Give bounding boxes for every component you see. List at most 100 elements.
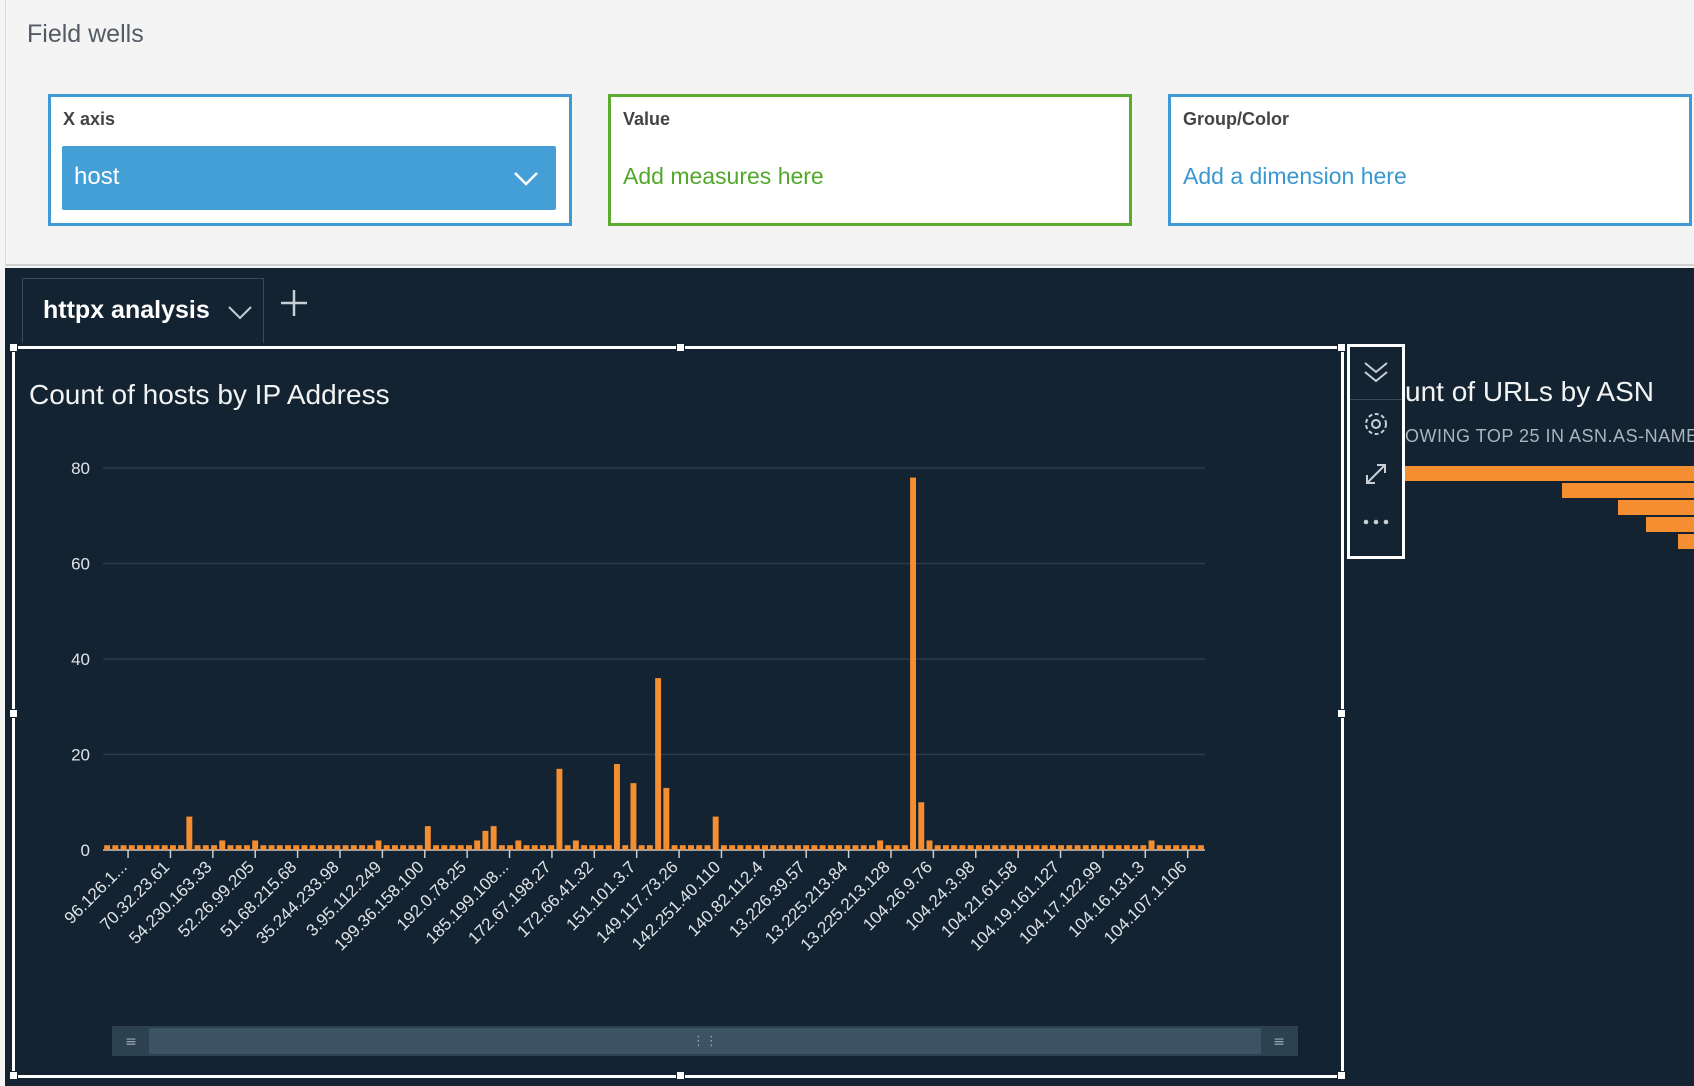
bar[interactable] [490,826,497,851]
resize-handle-top-center[interactable] [676,343,685,352]
bar[interactable] [400,845,407,850]
bar[interactable] [540,845,546,850]
bar[interactable] [367,845,374,850]
bar[interactable] [811,845,818,850]
bar[interactable] [605,845,612,850]
resize-handle-middle-right[interactable] [1337,709,1346,718]
bar[interactable] [285,845,291,850]
bar[interactable] [112,845,119,850]
bar[interactable] [1132,845,1139,850]
bar[interactable] [383,845,390,850]
bar[interactable] [762,845,768,850]
bar[interactable] [679,845,686,850]
bar[interactable] [1091,845,1097,850]
bar[interactable] [252,840,259,850]
chevron-down-icon[interactable] [512,164,540,192]
group-color-well[interactable]: Group/Color Add a dimension here [1168,94,1692,226]
bar[interactable] [893,845,900,850]
bar[interactable] [984,845,991,850]
bar[interactable] [326,845,333,850]
bar[interactable] [622,845,629,850]
chart-scrollbar[interactable]: ≡ ≡ ⋮⋮ [112,1026,1298,1056]
bar[interactable] [1082,845,1089,850]
visual-count-urls-by-asn[interactable]: unt of URLs by ASN OWING TOP 25 IN ASN.A… [1405,346,1694,1086]
bar[interactable] [466,845,472,850]
bar[interactable] [630,783,637,850]
bar[interactable] [975,845,982,850]
chevron-down-icon[interactable] [227,299,253,325]
bar[interactable] [1123,845,1130,850]
bar[interactable] [770,845,777,850]
bar[interactable] [564,845,571,850]
asn-bar[interactable] [1646,517,1694,532]
bar[interactable] [844,845,851,850]
bar[interactable] [334,845,341,850]
bar[interactable] [457,845,464,850]
x-axis-field-chip[interactable]: host [62,146,556,210]
bar[interactable] [663,787,670,850]
bar[interactable] [1148,840,1155,850]
resize-handle-middle-left[interactable] [9,709,18,718]
bar[interactable] [778,845,785,850]
bar[interactable] [1156,845,1163,850]
bar[interactable] [729,845,736,850]
bar[interactable] [646,845,653,850]
bar[interactable] [145,845,152,850]
bar[interactable] [597,845,604,850]
bar[interactable] [671,845,678,850]
bar[interactable] [408,845,415,850]
bar[interactable] [951,845,958,850]
bar[interactable] [836,845,842,850]
sheet-tab[interactable]: httpx analysis [22,278,264,343]
bar[interactable] [1033,845,1040,850]
bar[interactable] [194,845,201,850]
bar[interactable] [301,845,308,850]
bar[interactable] [128,845,135,850]
bar[interactable] [638,845,645,850]
bar[interactable] [359,845,366,850]
bar[interactable] [1058,845,1065,850]
bar[interactable] [688,845,694,850]
bar[interactable] [441,845,448,850]
bar[interactable] [548,845,555,850]
bar[interactable] [614,764,620,850]
bar[interactable] [531,845,538,850]
bar[interactable] [720,845,727,850]
bar[interactable] [1181,845,1188,850]
bar[interactable] [868,845,875,850]
bar[interactable] [910,477,917,850]
bar[interactable] [391,845,398,850]
collapse-icon[interactable] [1359,355,1393,389]
bar[interactable] [474,840,481,850]
bar[interactable] [712,816,719,850]
bar[interactable] [1173,845,1180,850]
bar[interactable] [416,845,423,850]
bar[interactable] [827,845,834,850]
bar[interactable] [1099,845,1106,850]
bar[interactable] [852,845,859,850]
bar[interactable] [794,845,801,850]
bar[interactable] [293,845,300,850]
bar[interactable] [433,845,440,850]
bar[interactable] [498,845,505,850]
bar[interactable] [745,845,752,850]
bar[interactable] [967,845,974,850]
bar[interactable] [309,845,316,850]
resize-handle-bottom-center[interactable] [676,1071,685,1080]
bar[interactable] [424,826,431,851]
more-icon[interactable] [1359,505,1393,539]
bar[interactable] [523,845,530,850]
bar[interactable] [243,845,250,850]
bar[interactable] [449,845,456,850]
bar[interactable] [655,678,662,850]
bar[interactable] [704,845,711,850]
gear-icon[interactable] [1359,407,1393,441]
bar[interactable] [737,845,744,850]
bar[interactable] [1066,845,1073,850]
bar[interactable] [556,768,563,850]
bar[interactable] [819,845,826,850]
bar[interactable] [507,845,514,850]
bar[interactable] [1000,845,1007,850]
resize-handle-bottom-right[interactable] [1337,1071,1346,1080]
bar[interactable] [589,845,596,850]
